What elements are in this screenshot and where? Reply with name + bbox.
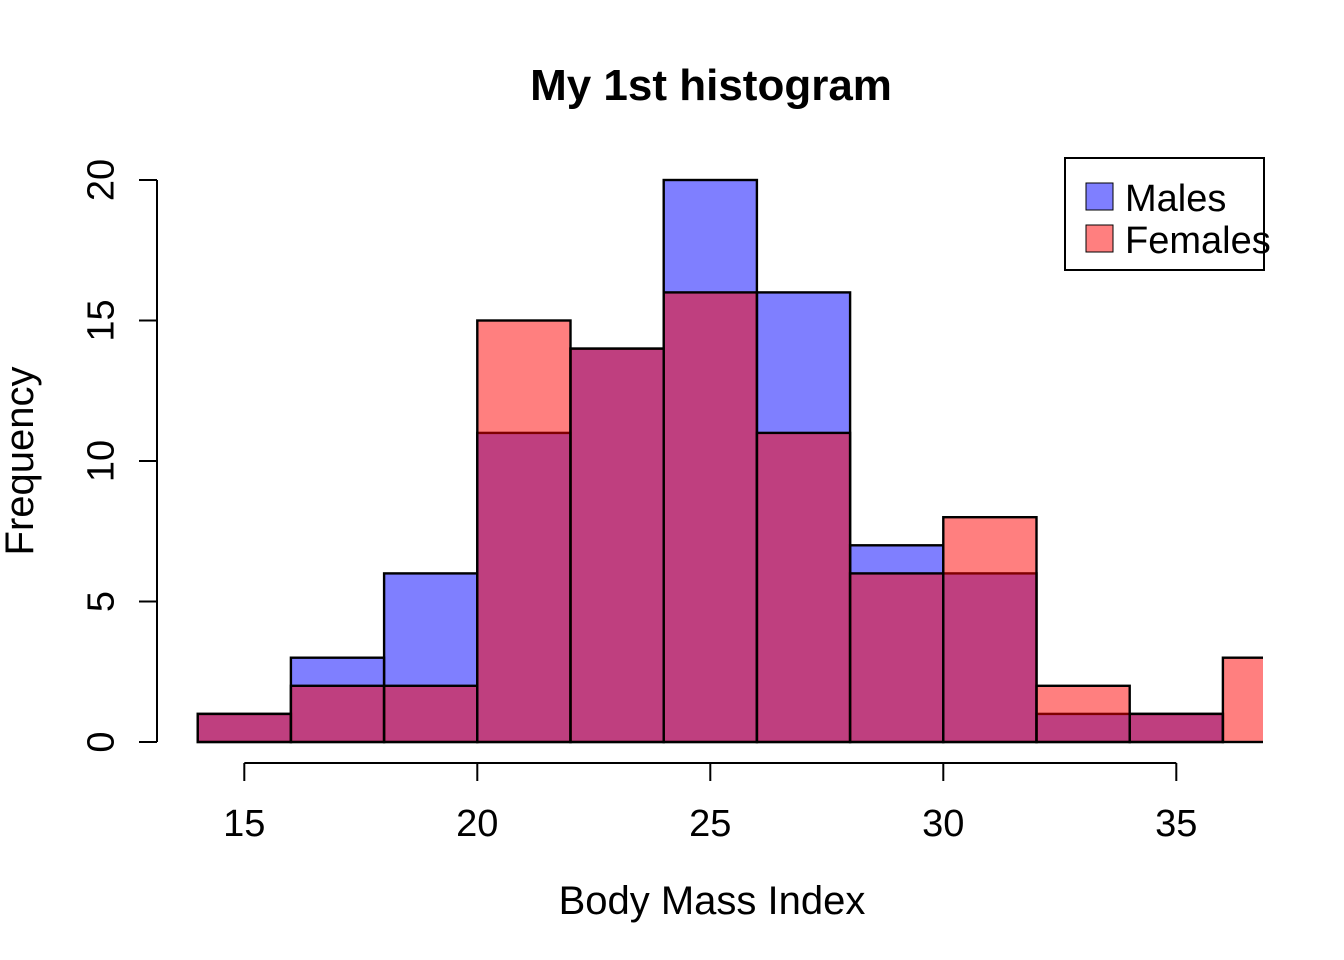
y-tick-label: 10	[80, 440, 122, 482]
x-tick-label: 35	[1155, 803, 1197, 845]
legend-swatch-males	[1085, 182, 1114, 211]
bar-females-14-16	[196, 712, 293, 744]
legend-label-females: Females	[1125, 220, 1271, 262]
x-axis-label: Body Mass Index	[559, 879, 866, 923]
bar-females-34-36	[1128, 712, 1225, 744]
bar-females-30-32	[942, 516, 1038, 744]
bar-females-28-30	[848, 572, 945, 744]
bars-layer	[196, 178, 1263, 744]
x-tick-label: 15	[223, 803, 265, 845]
chart-title: My 1st histogram	[530, 61, 892, 110]
bar-females-22-24	[569, 347, 665, 744]
legend: Males Females	[1064, 157, 1271, 271]
bar-females-32-34	[1035, 684, 1131, 744]
bar-females-20-22	[476, 319, 572, 744]
legend-swatch-females	[1085, 224, 1114, 253]
y-axis-label: Frequency	[0, 367, 42, 556]
bar-females-18-20	[382, 684, 479, 744]
axes-layer: 0 5 10 15 20 15 20 25 30 35	[80, 159, 1197, 845]
x-tick-label: 25	[689, 803, 731, 845]
x-tick-label: 20	[456, 803, 498, 845]
y-tick-label: 5	[80, 591, 122, 612]
y-tick-label: 15	[80, 299, 122, 341]
y-tick-label: 20	[80, 159, 122, 201]
x-tick-label: 30	[922, 803, 964, 845]
bar-females-26-28	[755, 431, 852, 744]
bar-females-16-18	[289, 684, 386, 744]
bar-females-24-26	[662, 291, 759, 744]
bar-females-36-38	[1221, 656, 1263, 744]
y-tick-label: 0	[80, 731, 122, 752]
legend-label-males: Males	[1125, 178, 1226, 220]
